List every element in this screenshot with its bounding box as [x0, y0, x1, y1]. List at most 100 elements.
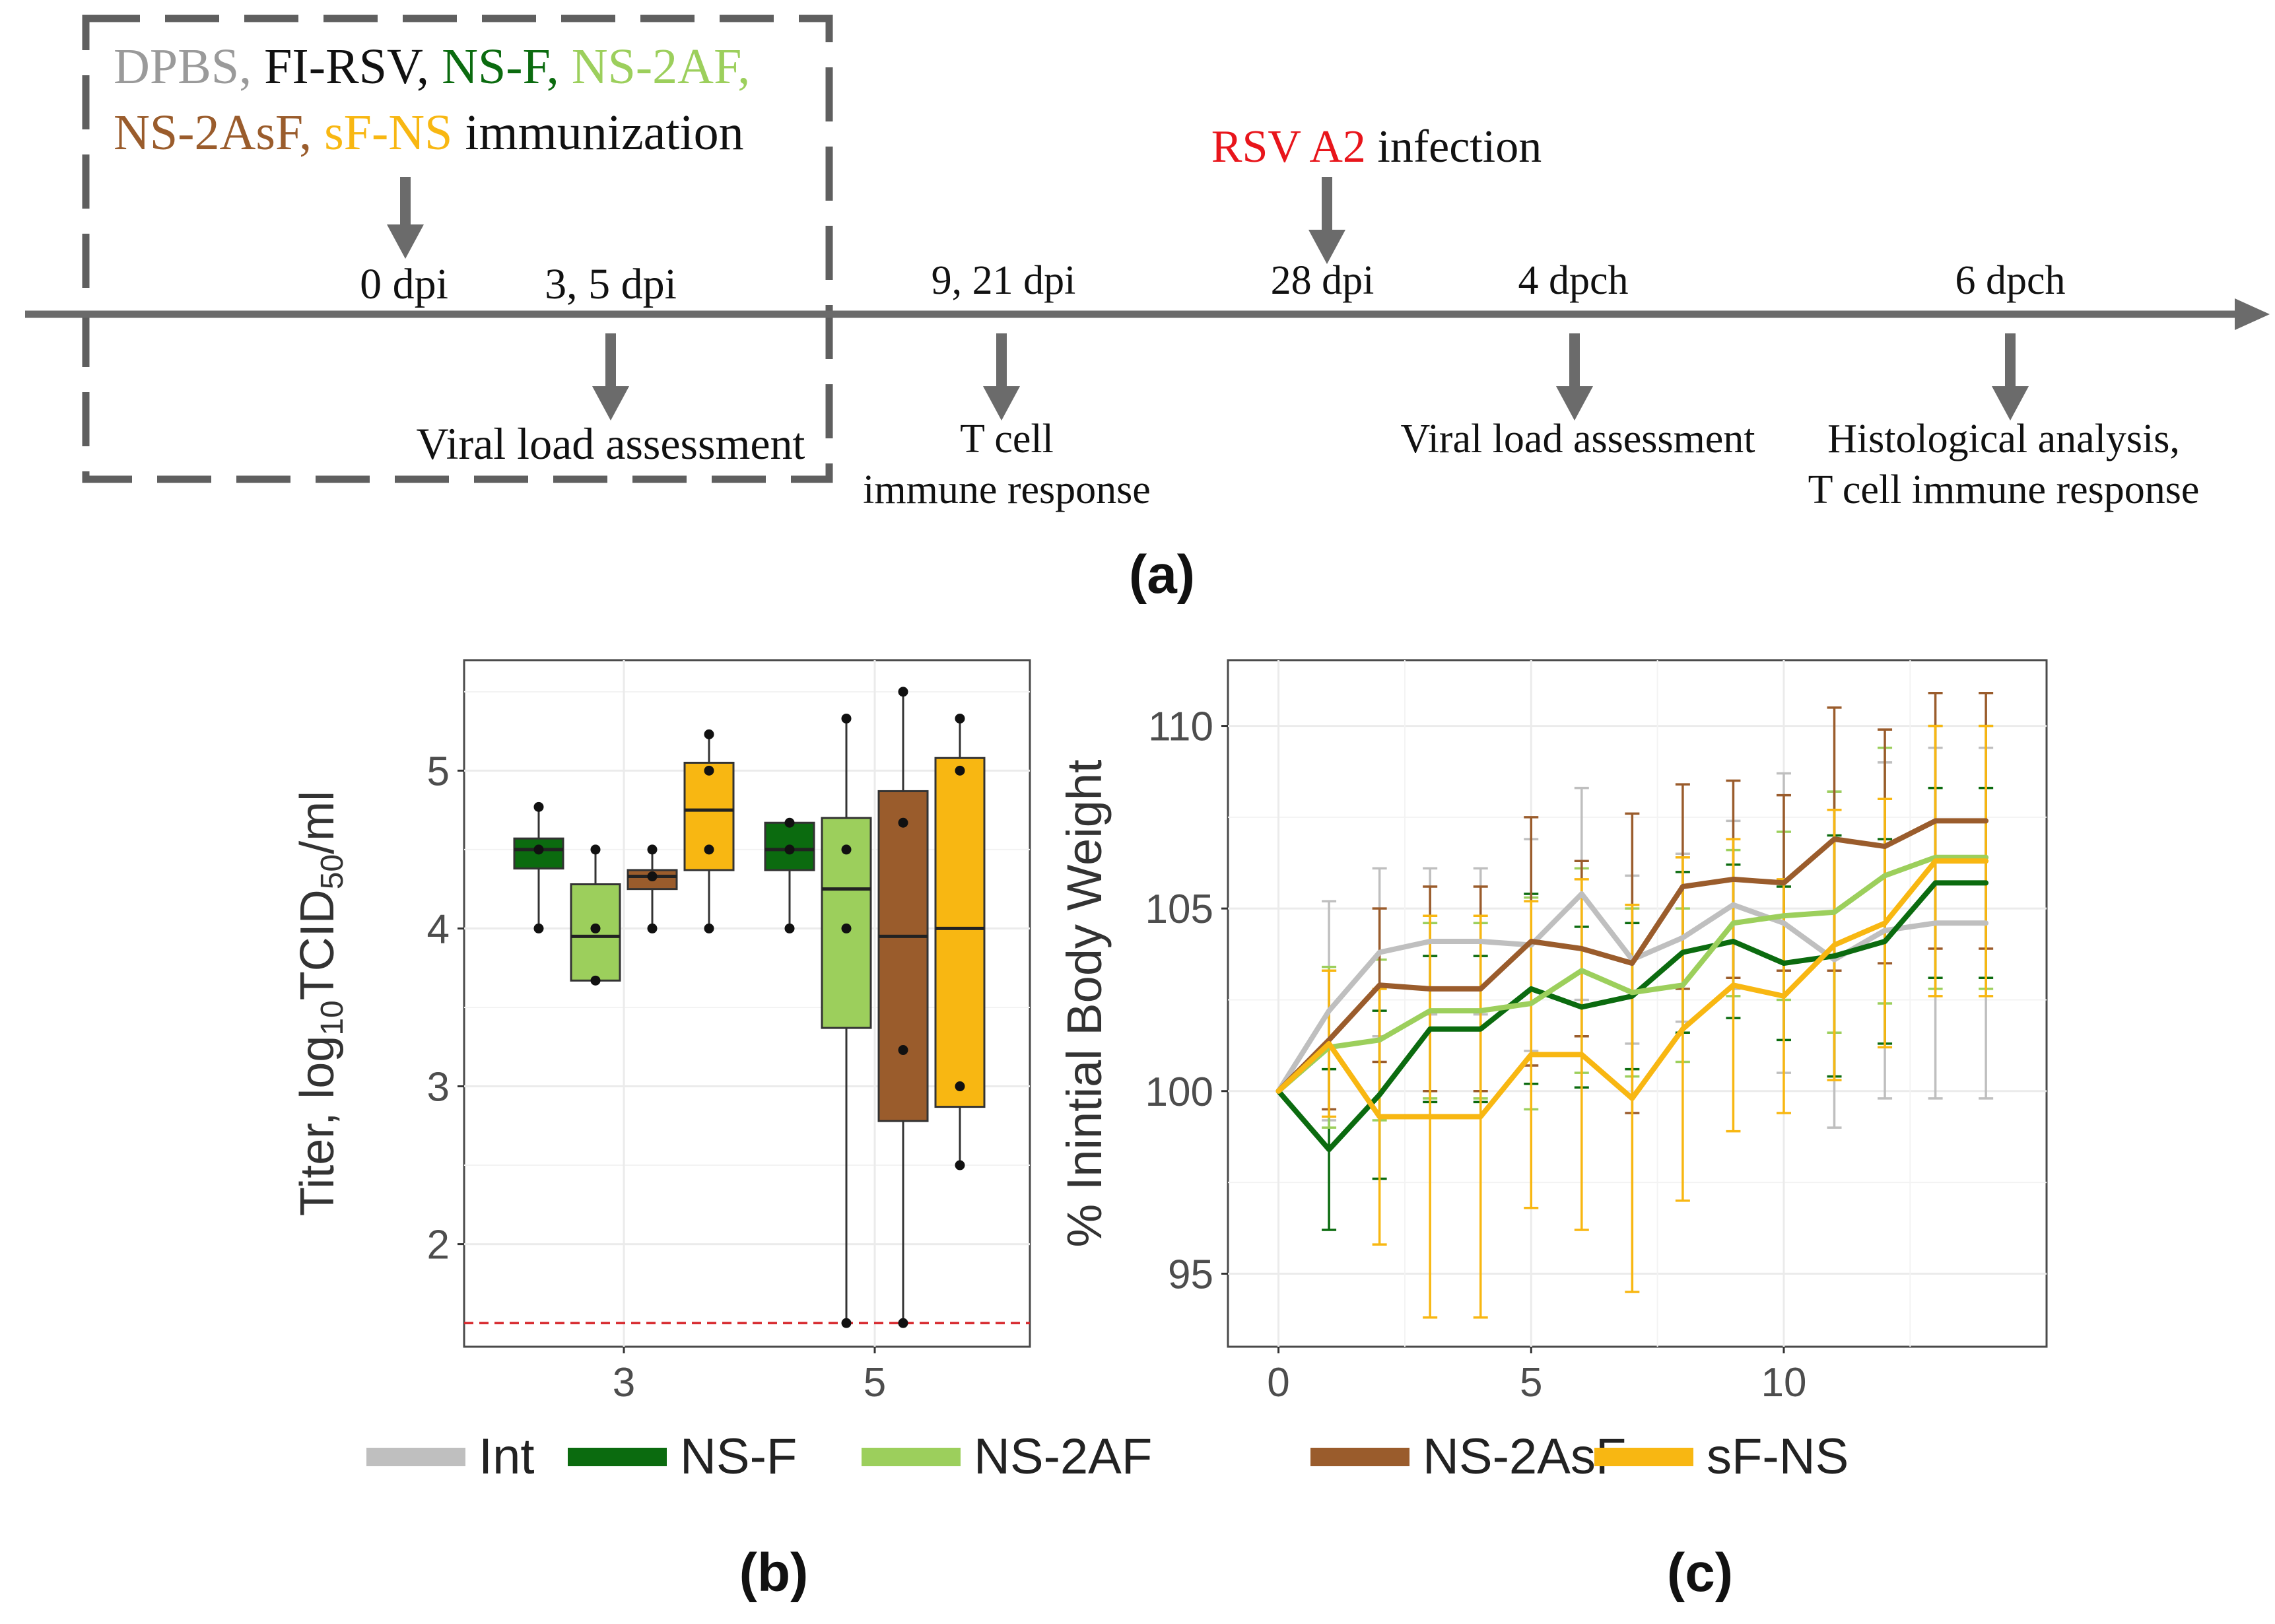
- group-fi-rsv: FI-RSV,: [264, 39, 429, 94]
- timeline-arrows: [387, 177, 2029, 421]
- label-3-5dpi: 3, 5 dpi: [545, 260, 677, 308]
- group-ns-2asf: NS-2AsF,: [114, 105, 312, 160]
- legend-key-ns-f: [568, 1448, 667, 1466]
- box-day3-ns-2af: [570, 844, 621, 986]
- c-xtick-label-5: 5: [1520, 1360, 1542, 1405]
- box-day5-sf-ns-point-2: [955, 765, 965, 776]
- label-9-21dpi: 9, 21 dpi: [932, 258, 1076, 303]
- box-day3-ns-f-point-2: [533, 801, 544, 812]
- legend-label-ns-2af: NS-2AF: [974, 1429, 1152, 1485]
- box-day5-ns-2af-point-2: [841, 844, 852, 855]
- c-xtick-label-10: 10: [1761, 1360, 1806, 1405]
- infection-word: infection: [1377, 121, 1542, 172]
- box-day5-sf-ns-point-0: [955, 1160, 965, 1170]
- box-day5-ns-2asf-point-3: [898, 687, 908, 697]
- legend: Int NS-F NS-2AF NS-2AsF sF-NS: [366, 1429, 1849, 1485]
- box-day5-sf-ns-point-1: [955, 1081, 965, 1092]
- legend-label-ns-2asf: NS-2AsF: [1423, 1429, 1626, 1485]
- group-sf-ns: sF-NS: [324, 105, 452, 160]
- infection-strain: RSV A2: [1211, 121, 1366, 172]
- box-day5-ns-2asf-point-0: [898, 1318, 908, 1328]
- immunization-label: immunization: [465, 105, 743, 160]
- b-ytick-label-5: 5: [427, 749, 450, 794]
- box-day3-ns-2asf: [627, 844, 678, 933]
- arrow-histology: [1992, 333, 2029, 421]
- c-ytick-label-110: 110: [1148, 704, 1213, 750]
- box-day3-ns-2af-point-0: [590, 975, 601, 986]
- box-day5-sf-ns-iqr: [934, 757, 986, 1108]
- box-day5-ns-2asf-point-1: [898, 1045, 908, 1056]
- immunization-phase-box: [82, 15, 833, 483]
- box-day5-ns-2asf-point-2: [898, 817, 908, 828]
- box-day5-sf-ns-point-3: [955, 713, 965, 724]
- b-xtick-label-5: 5: [864, 1360, 886, 1405]
- box-day3-ns-2asf-point-2: [647, 844, 658, 855]
- box-day3-sf-ns-point-1: [704, 844, 714, 855]
- group-ns-f: NS-F,: [442, 39, 559, 94]
- box-day3-sf-ns: [683, 729, 735, 933]
- immunization-groups-line1: DPBS, FI-RSV, NS-F, NS-2AF,: [114, 39, 750, 94]
- box-day3-ns-f-point-1: [533, 844, 544, 855]
- arrow-0dpi: [387, 177, 424, 259]
- box-day3-sf-ns-point-3: [704, 729, 714, 739]
- legend-label-int: Int: [479, 1429, 535, 1485]
- legend-key-ns-2af: [862, 1448, 961, 1466]
- arrow-viral-load-2: [1556, 333, 1593, 421]
- label-4dpch: 4 dpch: [1518, 258, 1628, 303]
- box-day5-ns-2af-point-1: [841, 923, 852, 933]
- linechart-y-axis-title: % Inintial Body Weight: [1057, 759, 1112, 1247]
- boxplot-boxes: [513, 687, 986, 1328]
- legend-key-int: [366, 1448, 465, 1466]
- linechart-x-tick-labels: 0 5 10: [1267, 1347, 1806, 1405]
- panel-label-b: (b): [739, 1543, 809, 1603]
- label-0dpi: 0 dpi: [360, 260, 448, 308]
- ylabel-end: /ml: [291, 791, 344, 854]
- viral-load-label-2: Viral load assessment: [1401, 417, 1755, 461]
- box-day5-ns-f-point-1: [784, 844, 795, 855]
- box-day3-ns-f-point-0: [533, 923, 544, 933]
- box-day3-sf-ns-point-0: [704, 923, 714, 933]
- series-line-ns-f: [1275, 880, 1989, 1153]
- c-xtick-label-0: 0: [1267, 1360, 1289, 1405]
- box-day3-ns-2af-point-2: [590, 844, 601, 855]
- legend-label-sf-ns: sF-NS: [1707, 1429, 1849, 1485]
- box-day3-ns-2asf-point-0: [647, 923, 658, 933]
- timepoint-labels: 0 dpi 3, 5 dpi 9, 21 dpi 28 dpi 4 dpch 6…: [360, 258, 2065, 308]
- c-ytick-label-95: 95: [1168, 1252, 1213, 1297]
- box-day3-ns-2af-point-1: [590, 923, 601, 933]
- legend-key-ns-2asf: [1310, 1448, 1409, 1466]
- tcell-label-1a: T cell: [960, 417, 1054, 461]
- label-6dpch: 6 dpch: [1955, 258, 2065, 303]
- box-day3-sf-ns-point-2: [704, 765, 714, 776]
- series-line-sf-ns: [1275, 858, 1989, 1120]
- series-line-ns-2af: [1275, 854, 1989, 1094]
- arrow-tcell-1: [983, 333, 1020, 421]
- box-day5-ns-2asf: [877, 687, 929, 1328]
- legend-key-sf-ns: [1594, 1448, 1693, 1466]
- boxplot-y-axis-title: Titer, log10TCID50/ml: [291, 791, 350, 1216]
- box-day5-ns-2af: [821, 713, 872, 1328]
- box-day5-ns-f-point-2: [784, 817, 795, 828]
- box-day5-ns-2af-point-3: [841, 713, 852, 724]
- titer-boxplot: 2 3 4 5 3 5 Titer, log10TCID50/ml: [291, 659, 1031, 1405]
- ylabel-sub-10: 10: [315, 1000, 350, 1035]
- arrow-28dpi: [1308, 177, 1345, 264]
- linechart-frame: [1227, 659, 2048, 1348]
- b-ytick-label-4: 4: [427, 906, 450, 952]
- timeline-arrowhead: [2235, 298, 2270, 330]
- infection-label: RSV A2 infection: [1211, 121, 1542, 172]
- series-line-ns-2asf: [1275, 818, 1989, 1094]
- b-ytick-label-2: 2: [427, 1223, 450, 1268]
- box-day3-ns-2asf-point-1: [647, 871, 658, 882]
- ylabel-sub-50: 50: [315, 854, 350, 889]
- label-28dpi: 28 dpi: [1271, 258, 1375, 303]
- b-ytick-label-3: 3: [427, 1065, 450, 1110]
- box-day3-ns-f: [513, 801, 564, 933]
- boxplot-y-tick-labels: 2 3 4 5: [427, 749, 464, 1268]
- histology-label-b: T cell immune response: [1808, 467, 2200, 512]
- box-day5-ns-f: [764, 817, 815, 933]
- panel-label-c: (c): [1667, 1543, 1733, 1603]
- legend-label-ns-f: NS-F: [680, 1429, 797, 1485]
- ylabel-mid: TCID: [291, 889, 344, 1000]
